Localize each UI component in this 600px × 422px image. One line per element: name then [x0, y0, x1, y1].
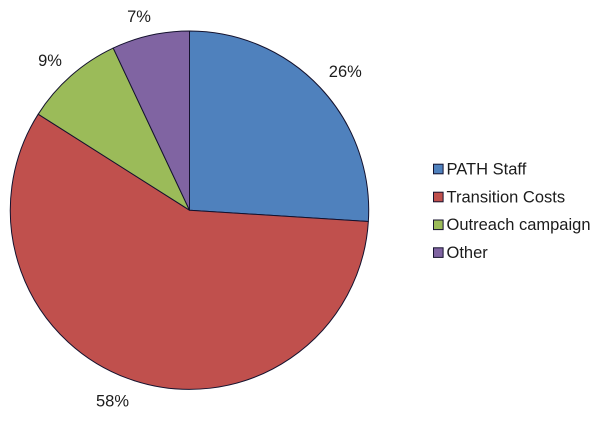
- svg-text:Outreach campaign: Outreach campaign: [447, 216, 591, 234]
- svg-text:58%: 58%: [96, 393, 129, 411]
- svg-text:Other: Other: [447, 244, 489, 262]
- svg-text:26%: 26%: [329, 63, 362, 81]
- svg-text:7%: 7%: [127, 8, 151, 26]
- svg-text:PATH Staff: PATH Staff: [447, 160, 527, 178]
- svg-text:9%: 9%: [38, 52, 62, 70]
- svg-text:Transition Costs: Transition Costs: [447, 188, 566, 206]
